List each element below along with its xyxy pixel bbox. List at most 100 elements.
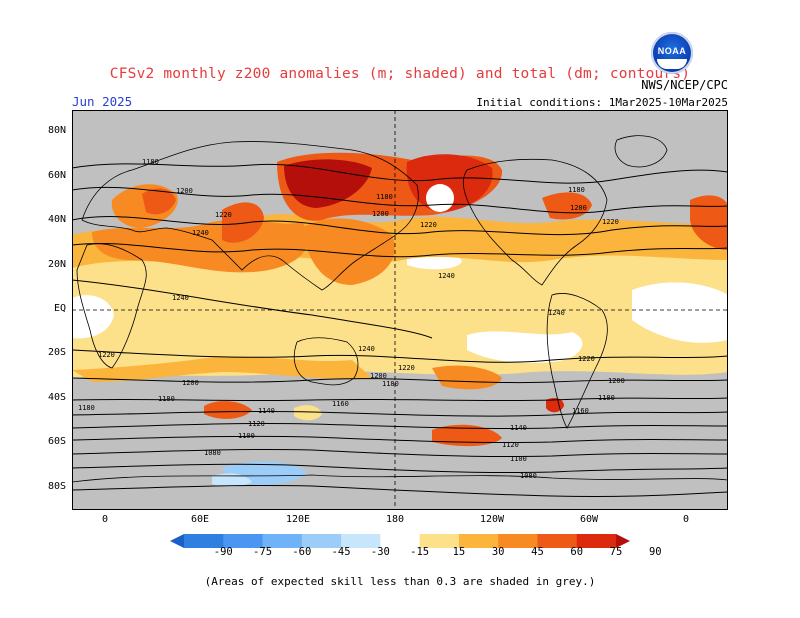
- contour-1060-sh: [72, 484, 728, 498]
- colorbar: [170, 534, 630, 548]
- contour-label: 1180: [568, 186, 585, 194]
- contour-1220-nh: [72, 216, 728, 236]
- colorbar-label: -90: [213, 546, 233, 558]
- lon-label-120w: 120W: [479, 514, 505, 525]
- contour-1160-sh: [72, 410, 728, 417]
- lon-label-60w: 60W: [579, 514, 599, 525]
- anomaly-neutral-pole: [426, 184, 454, 212]
- anomaly-map: 1180 1200 1220 1240 1180 1200 1220 1240 …: [72, 110, 728, 510]
- coast-south-america: [546, 293, 608, 429]
- coast-north-america: [462, 158, 608, 286]
- contour-label: 1200: [182, 379, 199, 387]
- contour-label: 1220: [398, 364, 415, 372]
- contour-label: 1160: [572, 407, 589, 415]
- contour-label: 1160: [332, 400, 349, 408]
- anomaly-asia-orange: [302, 218, 395, 285]
- contour-label: 1200: [372, 210, 389, 218]
- height-contours: [72, 163, 728, 498]
- anomaly-south-atlantic: [546, 398, 564, 413]
- lon-label-0-east: 0: [682, 514, 690, 525]
- lat-label-eq: EQ: [53, 303, 66, 314]
- contour-1100-sh: [72, 448, 728, 458]
- colorbar-swatch: [616, 534, 630, 548]
- contour-1180-sh: [72, 397, 728, 402]
- colorbar-label: -75: [253, 546, 273, 558]
- anomaly-neutral-pacific: [467, 331, 583, 364]
- colorbar-swatch: [537, 534, 578, 548]
- coast-antarctica: [72, 474, 728, 483]
- colorbar-label: 30: [491, 546, 505, 558]
- colorbar-label: 90: [648, 546, 662, 558]
- contour-label: 1100: [238, 432, 255, 440]
- contour-1080-sh: [72, 463, 728, 474]
- anomaly-europe-core: [142, 188, 176, 215]
- agency-label: NWS/NCEP/CPC: [641, 78, 728, 92]
- contour-label: 1180: [158, 395, 175, 403]
- contour-label: 1080: [520, 472, 537, 480]
- anomaly-tasman-yellow: [294, 405, 322, 421]
- skill-footnote: (Areas of expected skill less than 0.3 a…: [204, 575, 596, 588]
- contour-1140-sh: [72, 422, 728, 430]
- anomaly-west-europe: [690, 195, 728, 250]
- lat-label-80n: 80N: [47, 125, 66, 136]
- anomaly-central-asia: [222, 202, 264, 243]
- colorbar-label: 60: [570, 546, 584, 558]
- contour-label: 1200: [608, 377, 625, 385]
- contour-label: 1180: [78, 404, 95, 412]
- coast-australia: [293, 337, 359, 386]
- contour-label: 1240: [192, 229, 209, 237]
- anomaly-neutral-atlantic: [632, 282, 728, 343]
- forecast-month: Jun 2025: [72, 94, 133, 109]
- contour-value-labels: 1180 1200 1220 1240 1180 1200 1220 1240 …: [78, 158, 625, 480]
- colorbar-swatch: [170, 534, 184, 548]
- colorbar-label: 15: [452, 546, 466, 558]
- lat-label-80s: 80S: [47, 481, 66, 492]
- lat-label-20s: 20S: [47, 347, 66, 358]
- contour-label: 1180: [376, 193, 393, 201]
- map-frame: [72, 110, 728, 510]
- colorbar-swatch: [223, 534, 264, 548]
- lon-label-180: 180: [385, 514, 405, 525]
- colorbar-label: -30: [370, 546, 390, 558]
- contour-1240-tropics: [72, 279, 433, 339]
- contour-label: 1240: [438, 272, 455, 280]
- coast-greenland: [614, 135, 668, 168]
- contour-label: 1200: [370, 372, 387, 380]
- colorbar-swatch: [301, 534, 342, 548]
- contour-label: 1140: [258, 407, 275, 415]
- colorbar-swatch: [262, 534, 303, 548]
- colorbar-swatch: [498, 534, 538, 548]
- colorbar-swatch: [458, 534, 499, 548]
- contour-1180-nh: [72, 163, 728, 184]
- lat-label-60s: 60S: [47, 436, 66, 447]
- contour-label: 1220: [578, 355, 595, 363]
- anomaly-antarctic-light: [212, 473, 252, 487]
- contour-label: 1120: [248, 420, 265, 428]
- lon-label-0: 0: [101, 514, 109, 525]
- colorbar-swatch: [341, 534, 381, 548]
- map-title: CFSv2 monthly z200 anomalies (m; shaded)…: [109, 66, 691, 82]
- contour-label: 1180: [142, 158, 159, 166]
- contour-label: 1080: [204, 449, 221, 457]
- anomaly-se-pacific: [432, 365, 502, 390]
- contour-1120-sh: [72, 435, 728, 444]
- initial-conditions: Initial conditions: 1Mar2025-10Mar2025: [476, 96, 728, 109]
- coast-africa: [76, 243, 147, 369]
- lon-label-60e: 60E: [190, 514, 210, 525]
- colorbar-swatch: [419, 534, 460, 548]
- lat-label-60n: 60N: [47, 170, 66, 181]
- contour-label: 1220: [98, 351, 115, 359]
- contour-label: 1220: [420, 221, 437, 229]
- anomaly-sh-orange-band: [72, 356, 372, 382]
- contour-1200-sh: [72, 377, 728, 384]
- contour-label: 1180: [598, 394, 615, 402]
- contour-label: 1240: [172, 294, 189, 302]
- coast-eurasia: [81, 141, 419, 291]
- contour-label: 1200: [570, 204, 587, 212]
- anomaly-south-indian: [204, 401, 252, 419]
- contour-1200-nh: [72, 186, 728, 214]
- colorbar-label: -45: [331, 546, 351, 558]
- noaa-logo: NOAA: [651, 32, 693, 74]
- colorbar-label: 75: [609, 546, 623, 558]
- contour-label: 1180: [382, 380, 399, 388]
